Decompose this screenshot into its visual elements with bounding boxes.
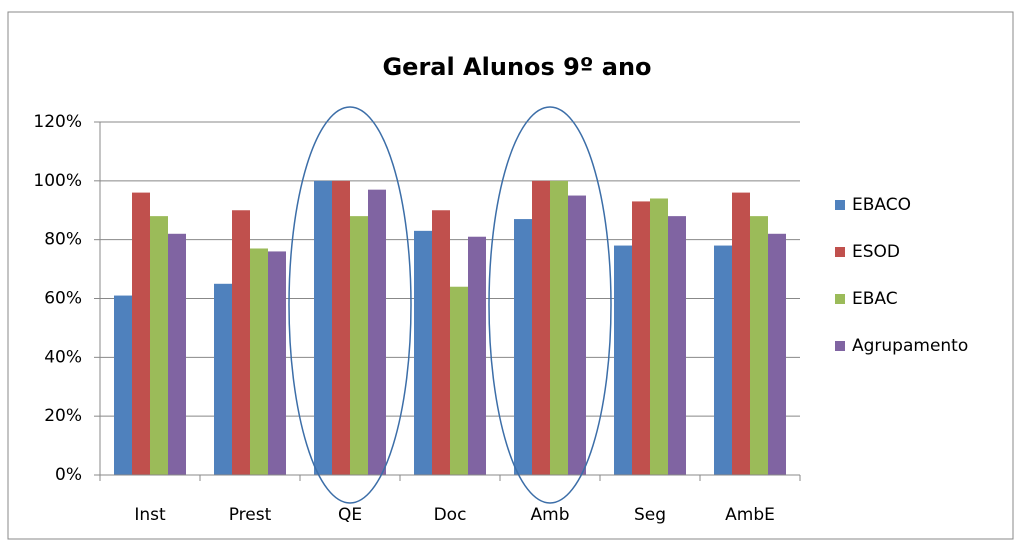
bar <box>714 245 732 475</box>
bar <box>614 245 632 475</box>
y-tick-label: 120% <box>33 112 82 132</box>
highlight-ellipse <box>288 106 412 504</box>
chart-title: Geral Alunos 9º ano <box>382 53 651 81</box>
y-tick-label: 80% <box>44 230 82 250</box>
legend-label: Agrupamento <box>852 336 968 356</box>
x-tick-label: Prest <box>229 505 272 525</box>
bar <box>268 251 286 475</box>
y-tick-label: 0% <box>55 465 82 485</box>
bar <box>232 210 250 475</box>
highlight-ellipse <box>488 106 612 504</box>
bar <box>650 198 668 475</box>
legend-label: EBACO <box>852 195 911 215</box>
x-tick-label: Amb <box>531 505 570 525</box>
bar <box>168 233 186 475</box>
bar <box>632 201 650 476</box>
bar <box>214 283 232 475</box>
bar <box>750 216 768 475</box>
bar <box>550 180 568 476</box>
bar <box>732 192 750 475</box>
legend-swatch <box>835 200 845 210</box>
bar <box>314 180 332 476</box>
legend-swatch <box>835 341 845 351</box>
bar <box>450 286 468 475</box>
bar <box>414 230 432 475</box>
x-tick-label: AmbE <box>725 505 775 525</box>
x-tick-label: Inst <box>134 505 166 525</box>
legend-swatch <box>835 247 845 257</box>
bar <box>514 219 532 475</box>
y-tick-label: 20% <box>44 406 82 426</box>
y-tick-label: 40% <box>44 347 82 367</box>
bar <box>368 189 386 476</box>
bar <box>468 236 486 475</box>
legend-label: EBAC <box>852 289 898 309</box>
bar <box>250 248 268 475</box>
legend-label: ESOD <box>852 242 900 262</box>
bar <box>432 210 450 475</box>
y-tick-label: 100% <box>33 171 82 191</box>
bar <box>668 216 686 475</box>
bar <box>132 192 150 475</box>
bar <box>532 180 550 476</box>
bar <box>150 216 168 475</box>
x-tick-label: Doc <box>434 505 467 525</box>
bar <box>332 180 350 476</box>
y-tick-label: 60% <box>44 289 82 309</box>
x-tick-label: QE <box>338 505 362 525</box>
bar <box>768 233 786 475</box>
legend-swatch <box>835 294 845 304</box>
bar <box>114 295 132 475</box>
x-tick-label: Seg <box>634 505 666 525</box>
bar <box>350 216 368 475</box>
bar <box>568 195 586 475</box>
